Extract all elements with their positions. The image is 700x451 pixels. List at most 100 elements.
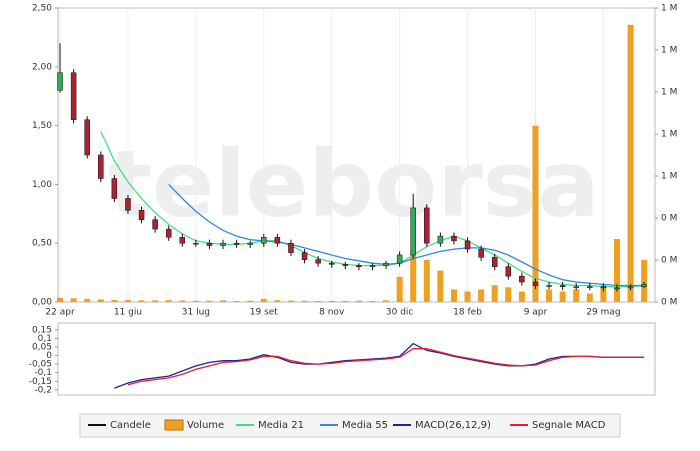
- volume-bar: [179, 300, 186, 302]
- candle-body: [342, 264, 349, 266]
- volume-bar: [274, 300, 281, 302]
- volume-bar: [613, 239, 620, 302]
- line: [168, 183, 645, 287]
- x-tick-label: 19 set: [250, 308, 279, 318]
- legend-label: Candele: [110, 420, 151, 431]
- y2-tick-label: 0 M: [661, 214, 677, 224]
- candle-body: [179, 237, 186, 244]
- x-tick-label: 9 apr: [524, 308, 548, 318]
- candle-body: [233, 242, 240, 245]
- candle-body: [464, 240, 471, 250]
- volume-bar: [342, 300, 349, 302]
- y-tick-label: 0,50: [32, 239, 52, 249]
- candle-body: [70, 72, 77, 120]
- line: [127, 348, 645, 386]
- candle-body: [614, 287, 620, 290]
- volume-bar: [192, 300, 199, 302]
- candle-body: [532, 281, 539, 286]
- volume-bar: [165, 300, 172, 302]
- x-tick-label: 18 feb: [453, 308, 482, 318]
- line: [114, 342, 645, 389]
- volume-bar: [627, 24, 634, 303]
- candle-body: [247, 242, 253, 245]
- watermark: teleborsa: [108, 130, 600, 237]
- y-tick-label: -0,1: [34, 368, 52, 378]
- volume-bar: [573, 289, 580, 302]
- y2-tick-label: 0 M: [661, 256, 677, 266]
- x-tick-label: 30 dic: [386, 308, 414, 318]
- volume-bar: [315, 300, 322, 302]
- candle-body: [396, 254, 403, 264]
- volume-bar: [369, 300, 376, 302]
- volume-bar: [641, 260, 648, 302]
- candle-body: [424, 207, 430, 244]
- candle-body: [587, 286, 593, 288]
- legend-label: Media 21: [258, 420, 304, 431]
- candle-body: [627, 286, 634, 289]
- candle-body: [600, 286, 607, 289]
- y2-tick-label: 1 M: [661, 88, 677, 98]
- candle-body: [641, 284, 647, 287]
- volume-bar: [328, 300, 335, 302]
- volume-bar: [532, 125, 539, 302]
- volume-bar: [600, 285, 607, 302]
- candle-body: [315, 259, 321, 264]
- volume-bar: [559, 291, 566, 302]
- volume-bar: [84, 298, 91, 302]
- y2-tick-label: 1 M: [661, 172, 677, 182]
- x-tick-label: 31 lug: [182, 308, 210, 318]
- candle-body: [220, 242, 226, 246]
- volume-bar: [383, 300, 390, 302]
- y-tick-label: -0,15: [29, 377, 52, 387]
- candle-body: [274, 237, 281, 244]
- candle-body: [328, 262, 335, 265]
- volume-bar: [111, 299, 118, 302]
- legend-label: Media 55: [342, 420, 388, 431]
- volume-bar: [396, 276, 403, 302]
- y-tick-label: 1,50: [32, 121, 52, 131]
- y-tick-label: 1,00: [32, 180, 52, 190]
- candle-body: [111, 178, 118, 199]
- legend-swatch: [164, 419, 184, 431]
- candle-body: [559, 285, 566, 287]
- candle-body: [410, 207, 416, 256]
- y-tick-label: 0,00: [32, 298, 52, 308]
- candle-body: [193, 242, 199, 245]
- y-tick-label: -0,05: [29, 360, 52, 370]
- legend: [79, 413, 621, 438]
- volume-bar: [586, 293, 593, 302]
- candle-body: [84, 119, 90, 156]
- legend-label: Volume: [187, 420, 224, 431]
- candle-body: [573, 286, 579, 288]
- candle-body: [491, 257, 498, 267]
- volume-bar: [505, 287, 512, 302]
- y-tick-label: 0,05: [32, 343, 52, 353]
- volume-bar: [287, 300, 294, 302]
- volume-bar: [546, 289, 553, 302]
- legend-label: MACD(26,12,9): [415, 420, 491, 431]
- macd-panel: [57, 322, 656, 396]
- volume-bar: [138, 300, 145, 302]
- y-tick-label: 0: [46, 351, 52, 361]
- x-tick-label: 8 nov: [319, 308, 345, 318]
- candle-body: [451, 235, 457, 242]
- candle-body: [125, 198, 131, 211]
- volume-bar: [423, 260, 430, 302]
- x-tick-label: 11 giu: [114, 308, 142, 318]
- candle-body: [356, 265, 362, 267]
- volume-bar: [355, 300, 362, 302]
- candle-body: [206, 242, 213, 246]
- candle-body: [505, 266, 512, 277]
- candle-body: [519, 275, 525, 283]
- candle-body: [152, 219, 158, 230]
- volume-bar: [437, 270, 444, 302]
- candle-body: [57, 72, 63, 91]
- volume-bar: [260, 298, 267, 302]
- y-tick-label: -0,2: [34, 385, 52, 395]
- volume-bar: [410, 249, 417, 302]
- volume-bar: [206, 300, 213, 302]
- y2-tick-label: 1 M: [661, 4, 677, 14]
